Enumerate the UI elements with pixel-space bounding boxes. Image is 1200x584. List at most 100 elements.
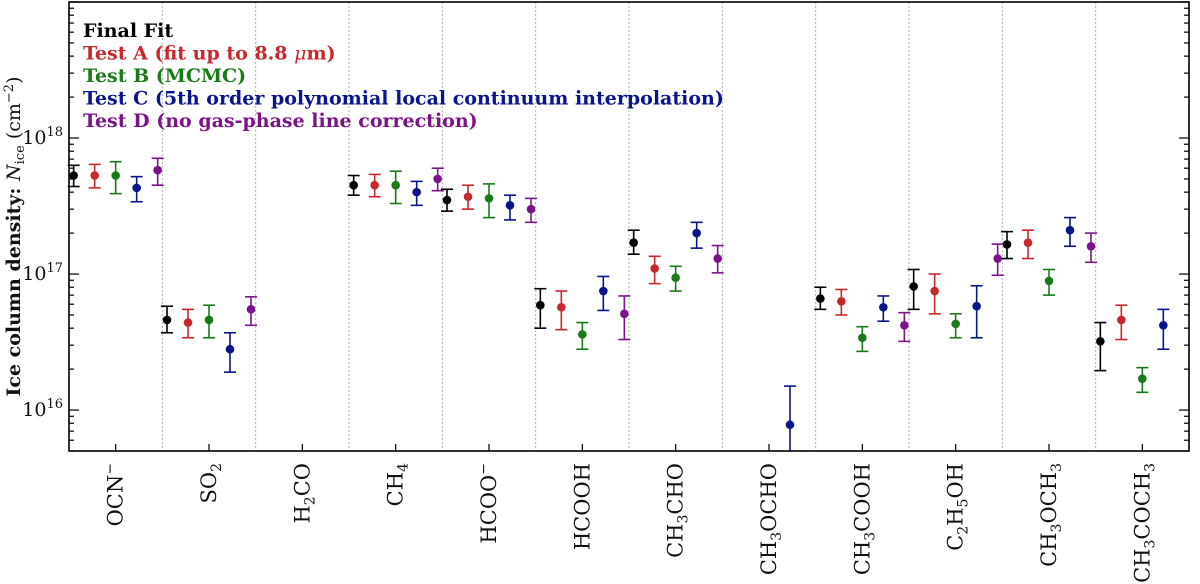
marker	[951, 319, 960, 329]
x-category-label: HCOO−	[476, 463, 501, 544]
marker	[930, 286, 939, 296]
data-point	[161, 305, 173, 334]
y-axis-label: Ice column density: Nice (cm−2)	[2, 77, 28, 397]
marker	[1096, 337, 1105, 346]
marker	[370, 180, 379, 190]
data-point	[970, 284, 983, 339]
data-point	[898, 311, 911, 343]
data-point	[1115, 304, 1128, 341]
legend-entry: Test A (fit up to 8.8 μm)	[83, 43, 336, 65]
x-axis-category-labels: OCN− SO2 H2CO CH4 HCOO− HCOOH CH3CHO CH3OCHO CH3…	[103, 463, 1159, 583]
marker	[1002, 240, 1012, 249]
data-point	[1064, 216, 1076, 248]
marker	[816, 294, 825, 303]
data-point	[441, 188, 453, 212]
y-tick-label: 1018	[22, 125, 63, 149]
marker	[1086, 241, 1096, 251]
marker	[463, 192, 473, 202]
data-point	[483, 183, 495, 219]
data-point	[1136, 366, 1149, 394]
data-point	[1085, 232, 1097, 264]
data-point	[669, 265, 682, 292]
legend-entry: Final Fit	[83, 20, 173, 42]
marker	[900, 320, 909, 330]
marker	[692, 228, 701, 238]
data-point	[410, 180, 423, 207]
data-point	[711, 244, 724, 274]
category-separators	[161, 2, 1097, 451]
x-category-label: OCN−	[103, 463, 128, 526]
data-point	[462, 184, 474, 210]
data-point	[203, 304, 215, 339]
data-point	[648, 255, 661, 285]
marker	[599, 286, 608, 296]
y-axis-ticks: 1016 1017 1018	[22, 1, 1189, 452]
data-point	[109, 160, 122, 195]
data-point	[856, 325, 869, 353]
marker	[526, 204, 536, 214]
data-point	[1094, 321, 1107, 372]
marker	[1065, 225, 1075, 235]
y-tick-label: 1016	[22, 397, 63, 421]
marker	[620, 309, 629, 319]
data-point	[555, 290, 568, 331]
marker	[246, 305, 256, 314]
marker	[879, 302, 888, 312]
data-point	[835, 288, 848, 316]
y-tick-label: 1017	[22, 261, 63, 285]
data-point	[151, 157, 164, 186]
plot-frame	[68, 1, 1190, 452]
marker	[225, 344, 235, 354]
data-point	[245, 296, 257, 327]
data-point	[1001, 230, 1013, 260]
marker	[132, 183, 141, 193]
data-point	[368, 173, 381, 198]
y-axis-title: Ice column density: Nice (cm−2)	[2, 77, 28, 397]
marker	[1117, 315, 1126, 325]
marker	[536, 300, 545, 310]
marker	[629, 238, 638, 247]
legend-entry: Test B (MCMC)	[83, 65, 246, 87]
data-point	[431, 167, 444, 192]
data-point	[534, 287, 547, 329]
marker	[505, 201, 515, 210]
x-category-label: CH4	[384, 463, 412, 506]
x-category-label: CH3OCHO	[757, 463, 785, 575]
x-category-label: HCOOH	[570, 463, 594, 550]
marker	[557, 302, 566, 312]
data-point	[224, 331, 236, 373]
data-point	[525, 197, 537, 224]
data-point	[814, 286, 827, 311]
data-point	[991, 243, 1004, 277]
marker	[183, 318, 193, 327]
x-category-label: CH3COOH	[850, 463, 878, 575]
data-point	[88, 163, 101, 189]
data-point	[389, 170, 402, 205]
marker	[650, 264, 659, 273]
marker	[1138, 374, 1147, 384]
data-point	[928, 273, 941, 315]
x-category-label: SO2	[197, 463, 225, 504]
data-point	[182, 308, 194, 339]
marker	[153, 165, 162, 175]
marker	[484, 194, 494, 203]
marker	[909, 282, 918, 291]
marker	[858, 333, 867, 343]
marker	[785, 420, 795, 430]
data-points	[67, 157, 1170, 451]
marker	[349, 180, 358, 190]
marker	[442, 195, 452, 205]
marker	[837, 297, 846, 306]
marker	[391, 180, 400, 190]
marker	[433, 174, 442, 184]
marker	[69, 171, 78, 180]
x-category-label: C2H5OH	[944, 463, 972, 551]
data-point	[347, 174, 360, 196]
marker	[713, 254, 722, 263]
x-category-label: CH3COCH3	[1130, 463, 1158, 583]
marker	[162, 315, 172, 325]
data-point	[67, 164, 80, 188]
data-point	[907, 268, 920, 311]
marker	[90, 171, 99, 180]
